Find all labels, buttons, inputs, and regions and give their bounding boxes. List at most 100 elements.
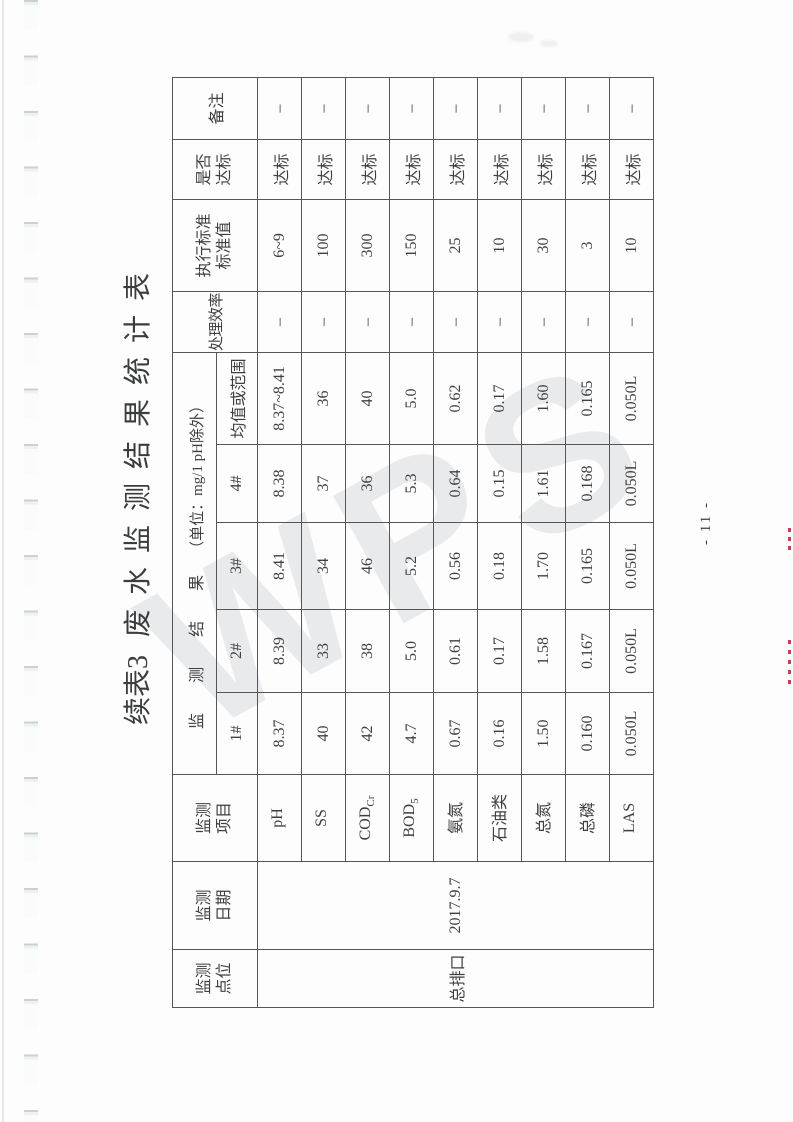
binder-holes bbox=[24, 0, 38, 1122]
value-cell: 0.61 bbox=[433, 609, 478, 693]
header-standard: 执行标准 标准值 bbox=[172, 199, 258, 292]
item-cell: 总磷 bbox=[565, 774, 610, 862]
efficiency-cell: – bbox=[301, 291, 346, 353]
standard-cell: 100 bbox=[301, 199, 346, 292]
item-label: pH bbox=[269, 808, 287, 828]
compliance-cell: 达标 bbox=[609, 139, 654, 200]
value-cell: 1.61 bbox=[521, 444, 566, 523]
value-cell: 0.050L bbox=[609, 444, 654, 523]
value-cell: 0.168 bbox=[565, 444, 610, 523]
value-cell: 1.50 bbox=[521, 692, 566, 775]
standard-cell: 10 bbox=[609, 199, 654, 292]
remark-cell: – bbox=[389, 77, 434, 140]
efficiency-cell: – bbox=[257, 291, 302, 353]
item-cell: BOD5 bbox=[389, 774, 434, 862]
header-remark: 备注 bbox=[172, 77, 258, 140]
item-label: 总氮 bbox=[536, 802, 554, 835]
value-cell: 0.050L bbox=[609, 522, 654, 610]
standard-cell: 6~9 bbox=[257, 199, 302, 292]
value-cell: 0.18 bbox=[477, 522, 522, 610]
header-efficiency: 处理效率 bbox=[172, 291, 258, 353]
mean-cell: 36 bbox=[301, 352, 346, 445]
item-label: BOD bbox=[401, 803, 419, 838]
compliance-cell: 达标 bbox=[477, 139, 522, 200]
value-cell: 8.41 bbox=[257, 522, 302, 610]
item-cell: CODCr bbox=[345, 774, 390, 862]
compliance-cell: 达标 bbox=[301, 139, 346, 200]
standard-cell: 10 bbox=[477, 199, 522, 292]
header-mean: 均值或范围 bbox=[216, 352, 258, 445]
value-cell: 36 bbox=[345, 444, 390, 523]
compliance-cell: 达标 bbox=[345, 139, 390, 200]
value-cell: 5.2 bbox=[389, 522, 434, 610]
item-cell: pH bbox=[257, 774, 302, 862]
pencil-smudge bbox=[508, 32, 534, 42]
header-compliance: 是否 达标 bbox=[172, 139, 258, 200]
item-cell: LAS bbox=[609, 774, 654, 862]
compliance-cell: 达标 bbox=[257, 139, 302, 200]
value-cell: 37 bbox=[301, 444, 346, 523]
value-cell: 0.050L bbox=[609, 692, 654, 775]
standard-cell: 3 bbox=[565, 199, 610, 292]
mean-cell: 40 bbox=[345, 352, 390, 445]
remark-cell: – bbox=[345, 77, 390, 140]
header-sample-4: 4# bbox=[216, 444, 258, 523]
value-cell: 46 bbox=[345, 522, 390, 610]
item-cell: SS bbox=[301, 774, 346, 862]
value-cell: 0.64 bbox=[433, 444, 478, 523]
mean-cell: 8.37~8.41 bbox=[257, 352, 302, 445]
efficiency-cell: – bbox=[389, 291, 434, 353]
value-cell: 42 bbox=[345, 692, 390, 775]
header-sample-1: 1# bbox=[216, 692, 258, 775]
paper-edge bbox=[2, 0, 4, 1122]
table-row: 总排口 2017.9.7 pH 8.37 8.39 8.41 8.38 8.37… bbox=[257, 77, 654, 1008]
value-cell: 5.3 bbox=[389, 444, 434, 523]
value-cell: 40 bbox=[301, 692, 346, 775]
item-label: SS bbox=[313, 809, 331, 827]
value-cell: 4.7 bbox=[389, 692, 434, 775]
item-cell: 氨氮 bbox=[433, 774, 478, 862]
item-label: LAS bbox=[621, 802, 639, 834]
mean-cell: 0.17 bbox=[477, 352, 522, 445]
header-row-1: 监测 点位 监测 日期 监测 项目 监 测 结 果（单位：mg/1 pH除外） … bbox=[172, 77, 258, 1008]
header-point: 监测 点位 bbox=[172, 949, 258, 1008]
value-cell: 8.37 bbox=[257, 692, 302, 775]
item-label: 石油类 bbox=[492, 794, 510, 843]
standard-cell: 25 bbox=[433, 199, 478, 292]
remark-cell: – bbox=[477, 77, 522, 140]
header-sample-2: 2# bbox=[216, 609, 258, 693]
efficiency-cell: – bbox=[477, 291, 522, 353]
standard-cell: 300 bbox=[345, 199, 390, 292]
efficiency-cell: – bbox=[521, 291, 566, 353]
header-item: 监测 项目 bbox=[172, 774, 258, 862]
compliance-cell: 达标 bbox=[565, 139, 610, 200]
header-date: 监测 日期 bbox=[172, 861, 258, 950]
header-sample-3: 3# bbox=[216, 522, 258, 610]
value-cell: 0.16 bbox=[477, 692, 522, 775]
monitoring-results-table: 监测 点位 监测 日期 监测 项目 监 测 结 果（单位：mg/1 pH除外） … bbox=[172, 77, 654, 1008]
value-cell: 0.15 bbox=[477, 444, 522, 523]
value-cell: 5.0 bbox=[389, 609, 434, 693]
point-cell: 总排口 bbox=[257, 949, 654, 1008]
table-title: 续表3 废水监测结果统计表 bbox=[100, 73, 172, 1013]
value-cell: 0.165 bbox=[565, 522, 610, 610]
value-cell: 33 bbox=[301, 609, 346, 693]
compliance-cell: 达标 bbox=[433, 139, 478, 200]
item-label: 总磷 bbox=[580, 802, 598, 835]
value-cell: 0.167 bbox=[565, 609, 610, 693]
value-cell: 0.160 bbox=[565, 692, 610, 775]
compliance-cell: 达标 bbox=[521, 139, 566, 200]
efficiency-cell: – bbox=[565, 291, 610, 353]
mean-cell: 0.165 bbox=[565, 352, 610, 445]
value-cell: 0.67 bbox=[433, 692, 478, 775]
item-label: COD bbox=[357, 806, 375, 841]
rotated-content: 续表3 废水监测结果统计表 监测 点位 监测 日期 监测 项目 监 测 结 果 （… bbox=[100, 73, 750, 1013]
value-cell: 1.58 bbox=[521, 609, 566, 693]
value-cell: 8.38 bbox=[257, 444, 302, 523]
remark-cell: – bbox=[609, 77, 654, 140]
remark-cell: – bbox=[433, 77, 478, 140]
efficiency-cell: – bbox=[345, 291, 390, 353]
mean-cell: 5.0 bbox=[389, 352, 434, 445]
remark-cell: – bbox=[521, 77, 566, 140]
